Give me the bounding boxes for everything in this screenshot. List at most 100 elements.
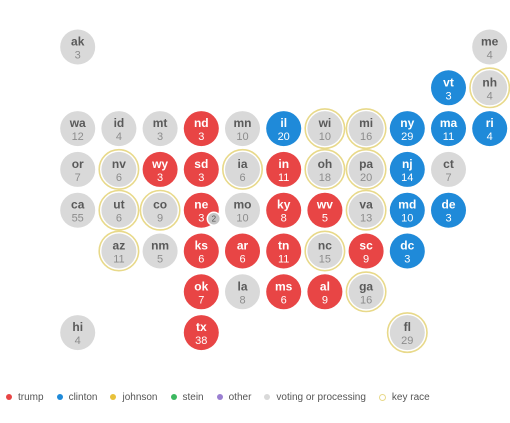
state-circle-mi (348, 111, 384, 147)
state-votes-nj: 14 (401, 172, 413, 184)
state-circle-ct (431, 151, 466, 187)
state-votes-il: 20 (278, 131, 290, 143)
state-circle-dc (389, 233, 425, 269)
state-circle-nv (101, 151, 137, 187)
state-abbr-me: me (481, 35, 499, 49)
state-circle-wa (60, 111, 96, 147)
state-votes-tx: 38 (195, 335, 207, 347)
state-abbr-nj: nj (402, 157, 413, 171)
state-circle-nd (183, 111, 219, 147)
state-circle-ca (60, 192, 96, 228)
state-abbr-ut: ut (113, 198, 124, 212)
state-votes-in: 11 (278, 172, 289, 184)
state-circle-sd (183, 151, 219, 187)
state-tile-nv: nv6 (98, 148, 140, 190)
split-vote-badge-label-ne: 2 (212, 215, 217, 224)
state-circle-wv (307, 192, 343, 228)
legend-swatch-voting (264, 394, 271, 400)
legend-label-trump: trump (18, 391, 44, 403)
state-votes-de: 3 (445, 213, 451, 225)
state-abbr-ri: ri (486, 116, 494, 130)
state-abbr-in: in (278, 157, 289, 171)
state-circle-ia (225, 151, 260, 187)
state-votes-sd: 3 (198, 172, 204, 184)
state-tile-nh: nh4 (469, 67, 510, 109)
state-tile-ne: ne3 2 (183, 192, 222, 228)
state-abbr-nv: nv (112, 157, 126, 171)
state-votes-wv: 5 (322, 213, 328, 225)
state-abbr-ar: ar (237, 239, 249, 253)
state-circle-fl (389, 315, 425, 351)
legend-label-stein: stein (182, 391, 204, 403)
state-votes-ar: 6 (239, 254, 245, 266)
state-abbr-nd: nd (194, 116, 209, 130)
state-votes-ne: 3 (198, 213, 204, 225)
state-tile-ia: ia6 (222, 148, 264, 190)
state-circle-al (307, 274, 343, 310)
state-abbr-ks: ks (195, 239, 209, 253)
state-tile-hi: hi4 (60, 315, 96, 351)
legend-label-voting: voting or processing (276, 391, 366, 403)
state-abbr-md: md (398, 198, 416, 212)
state-votes-nc: 15 (319, 254, 331, 266)
state-abbr-fl: fl (404, 320, 411, 334)
state-tile-me: me4 (472, 29, 508, 65)
state-votes-ri: 4 (487, 131, 493, 143)
state-circle-md (389, 192, 425, 228)
state-tile-ri: ri4 (472, 111, 508, 147)
state-tile-ak: ak3 (60, 29, 96, 65)
state-votes-sc: 9 (363, 254, 369, 266)
state-abbr-nc: nc (318, 239, 332, 253)
state-abbr-ma: ma (440, 116, 458, 130)
state-circle-az (101, 233, 137, 269)
state-tile-or: or7 (60, 151, 96, 187)
state-abbr-ny: ny (400, 116, 414, 130)
state-tile-de: de3 (431, 192, 466, 228)
state-votes-id: 4 (116, 131, 122, 143)
state-abbr-de: de (441, 198, 455, 212)
state-tile-al: al9 (307, 274, 343, 310)
state-abbr-mt: mt (153, 116, 168, 130)
legend-item-other: other (216, 392, 251, 403)
state-votes-al: 9 (322, 294, 328, 306)
state-circle-pa (348, 151, 384, 187)
legend-swatch-key-race (378, 393, 386, 401)
state-abbr-co: co (153, 198, 167, 212)
state-abbr-nm: nm (151, 239, 169, 253)
state-abbr-az: az (113, 239, 126, 253)
state-tile-ky: ky8 (266, 192, 302, 228)
state-circle-ny (389, 111, 425, 147)
state-votes-nd: 3 (198, 131, 204, 143)
state-votes-ct: 7 (445, 172, 451, 184)
state-tile-id: id4 (101, 111, 137, 147)
state-votes-ia: 6 (239, 172, 245, 184)
state-abbr-pa: pa (359, 157, 373, 171)
state-votes-ak: 3 (75, 50, 81, 62)
state-abbr-ok: ok (194, 279, 208, 293)
state-abbr-mi: mi (359, 116, 373, 130)
state-circle-de (431, 192, 466, 228)
state-abbr-ia: ia (237, 157, 247, 171)
legend-label-key-race: key race (391, 391, 430, 403)
state-votes-ky: 8 (281, 213, 287, 225)
state-circle-tx (183, 315, 219, 351)
state-circle-mo (225, 192, 260, 228)
state-votes-ny: 29 (401, 131, 413, 143)
state-abbr-id: id (114, 116, 125, 130)
state-abbr-il: il (280, 116, 287, 130)
state-tile-ut: ut6 (98, 189, 140, 231)
